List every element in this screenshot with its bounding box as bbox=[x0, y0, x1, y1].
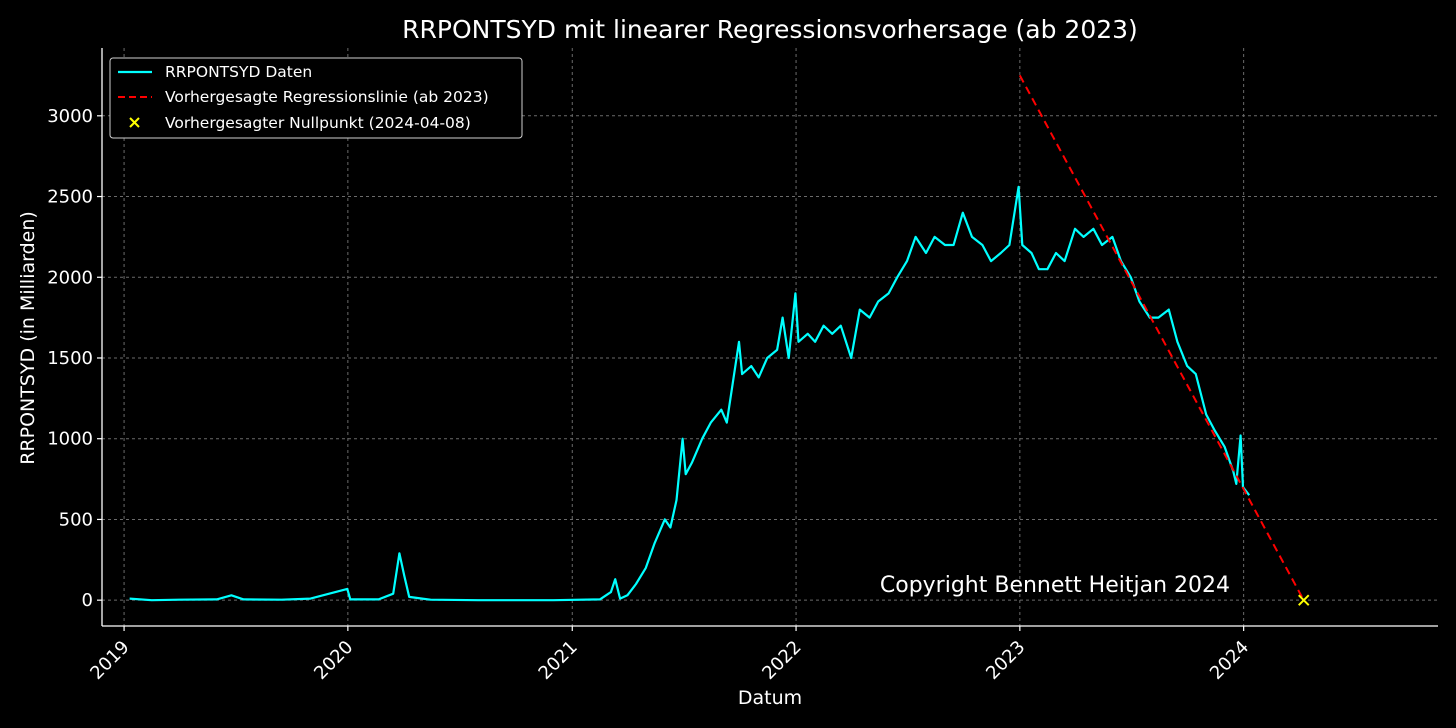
legend-entry-regression: Vorhergesagte Regressionslinie (ab 2023) bbox=[165, 88, 489, 106]
y-tick-label-0: 0 bbox=[82, 590, 93, 611]
series-line-rrpontsyd bbox=[129, 185, 1251, 602]
zero-point-marker-stroke-b bbox=[1298, 594, 1310, 606]
axes bbox=[101, 48, 1438, 627]
y-axis-label: RRPONTSYD (in Milliarden) bbox=[17, 211, 39, 465]
y-tick-label-2500: 2500 bbox=[47, 187, 93, 208]
legend-entry-zero-point: Vorhergesagter Nullpunkt (2024-04-08) bbox=[165, 114, 471, 132]
series-layer bbox=[129, 74, 1310, 606]
x-axis-label: Datum bbox=[738, 687, 802, 709]
legend-entry-data: RRPONTSYD Daten bbox=[165, 63, 312, 81]
legend-marker-x-icon bbox=[129, 117, 140, 128]
y-ticks: 0 500 1000 1500 2000 2500 3000 bbox=[47, 106, 102, 611]
y-tick-label-3000: 3000 bbox=[47, 106, 93, 127]
y-tick-label-1000: 1000 bbox=[47, 429, 93, 450]
zero-point-marker bbox=[1298, 594, 1310, 606]
y-tick-label-2000: 2000 bbox=[47, 267, 93, 288]
copyright-annotation: Copyright Bennett Heitjan 2024 bbox=[880, 573, 1230, 598]
y-tick-label-1500: 1500 bbox=[47, 348, 93, 369]
chart-title: RRPONTSYD mit linearer Regressionsvorher… bbox=[402, 15, 1138, 44]
legend-box bbox=[109, 57, 523, 139]
y-tick-label-500: 500 bbox=[59, 509, 93, 530]
series-line-regression bbox=[1018, 74, 1305, 601]
legend: RRPONTSYD Daten Vorhergesagte Regression… bbox=[109, 57, 523, 139]
